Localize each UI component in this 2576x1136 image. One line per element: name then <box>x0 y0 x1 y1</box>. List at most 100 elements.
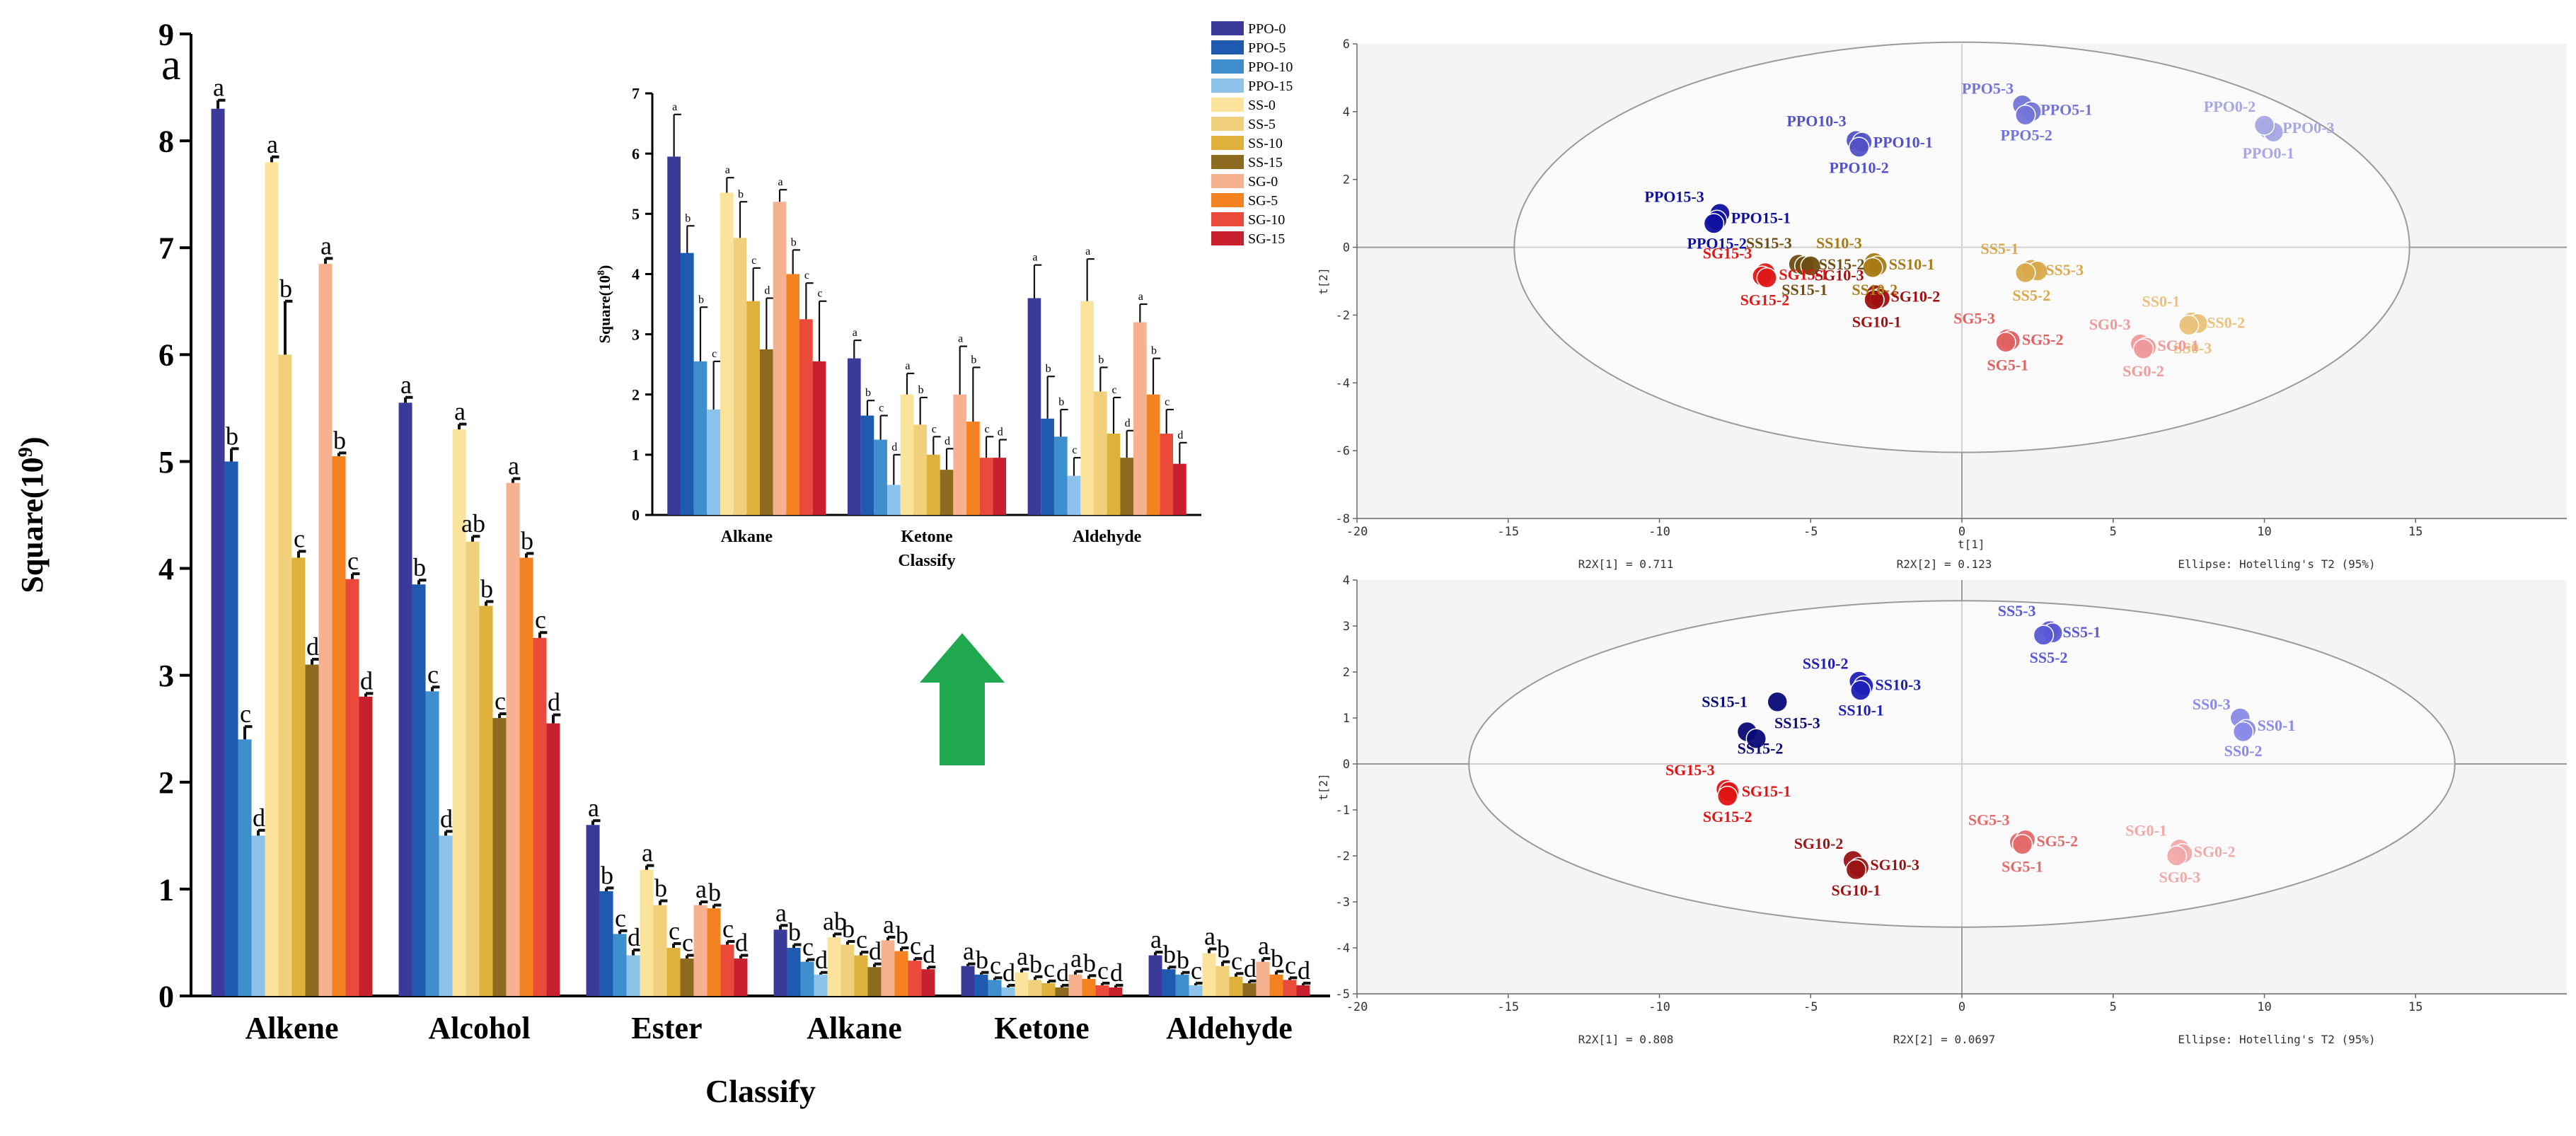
legend-swatch-SG-0 <box>1211 174 1244 188</box>
point-label: SS0-2 <box>2207 313 2245 331</box>
bar-SS-5 <box>733 238 747 515</box>
point-label: SG10-3 <box>1870 856 1919 874</box>
legend-label: SG-10 <box>1248 212 1285 228</box>
significance-letter: d <box>1177 429 1183 441</box>
bar-SG-10 <box>1095 985 1109 996</box>
bar-PPO-5 <box>860 415 874 515</box>
significance-letter: a <box>1138 291 1143 303</box>
score-point-SS-5 <box>2015 262 2036 284</box>
significance-letter: a <box>400 371 412 399</box>
score-point-SG-5 <box>1995 332 2016 353</box>
x-tick-label: 5 <box>2110 525 2117 539</box>
bar-PPO-0 <box>961 966 975 996</box>
legend-label: SG-15 <box>1248 231 1285 247</box>
point-label: SS10-3 <box>1876 676 1922 694</box>
y-tick-label: 2 <box>1343 666 1350 680</box>
y-tick-label: 2 <box>632 386 640 403</box>
point-label: SG15-2 <box>1740 291 1790 309</box>
bar-PPO-5 <box>680 253 694 515</box>
bar-SS-15 <box>492 718 507 996</box>
significance-letter: b <box>842 915 855 943</box>
score-point-PPO-15 <box>1703 213 1725 234</box>
bar-PPO-5 <box>599 891 613 996</box>
bar-SG-5 <box>1146 394 1160 515</box>
legend-label: SG-0 <box>1248 174 1278 190</box>
significance-letter: c <box>495 687 506 715</box>
y-title-tail: ) <box>596 265 613 270</box>
x-tick-label: 15 <box>2408 525 2422 539</box>
bar-PPO-5 <box>787 948 801 996</box>
point-label: SG0-1 <box>2158 337 2200 354</box>
point-label: PPO10-1 <box>1873 134 1933 151</box>
bar-PPO-15 <box>814 974 828 996</box>
y-axis-title: Square(109) <box>15 436 50 593</box>
significance-letter: a <box>963 937 974 966</box>
point-label: PPO10-2 <box>1829 159 1888 177</box>
score-point-SG-10 <box>1845 859 1867 881</box>
score-point-SG-10 <box>1864 289 1885 311</box>
x-axis-title: Classify <box>898 552 955 570</box>
point-label: SG15-1 <box>1742 782 1791 800</box>
point-label: SS5-1 <box>1981 240 2019 257</box>
significance-letter: b <box>971 354 976 366</box>
score-point-SS-15 <box>1767 691 1788 712</box>
y-tick-label: 4 <box>632 265 640 283</box>
bar-SG-0 <box>693 905 707 996</box>
y-tick-label: 2 <box>158 765 174 800</box>
bar-PPO-15 <box>1067 475 1081 515</box>
score-point-SS-0 <box>2232 721 2254 743</box>
point-label: PPO15-3 <box>1644 188 1704 206</box>
legend-swatch-PPO-0 <box>1211 21 1244 35</box>
bar-SS-5 <box>1093 391 1107 515</box>
bar-PPO-10 <box>874 439 887 515</box>
bar-SS-10 <box>746 301 761 515</box>
bar-SG-5 <box>332 456 346 996</box>
x-tick-label: -5 <box>1803 525 1818 539</box>
significance-letter: c <box>1072 444 1077 456</box>
significance-letter: b <box>1177 946 1189 974</box>
bar-PPO-0 <box>586 825 600 996</box>
x-tick-label: -5 <box>1803 1000 1818 1014</box>
point-label: PPO15-2 <box>1687 235 1747 253</box>
point-label: SG10-1 <box>1852 313 1902 331</box>
score-point-SS-15 <box>1800 255 1821 277</box>
point-label: SG5-1 <box>2002 858 2043 876</box>
y-tick-label: 6 <box>158 338 174 373</box>
significance-letter: b <box>788 917 801 946</box>
footer-r2x2: R2X[2] = 0.0697 <box>1893 1033 1996 1046</box>
significance-letter: a <box>454 398 466 426</box>
point-label: SG5-3 <box>1968 811 2010 829</box>
category-label: Alkane <box>807 1011 901 1045</box>
inset-legend: PPO-0 PPO-5 PPO-10 PPO-15 SS-0 SS-5 SS-10 SS-15… <box>1211 21 1293 247</box>
significance-letter: c <box>1111 384 1116 396</box>
significance-letter: b <box>413 553 426 581</box>
bar-PPO-10 <box>425 691 439 996</box>
bar-SS-0 <box>1080 301 1094 515</box>
significance-letter: d <box>1056 958 1069 987</box>
significance-letter: d <box>764 284 770 296</box>
legend-swatch-SS-15 <box>1211 155 1244 169</box>
y-tick-label: 3 <box>632 325 640 343</box>
point-label: SS15-3 <box>1746 234 1792 252</box>
footer-ellipse: Ellipse: Hotelling's T2 (95%) <box>2178 557 2375 571</box>
bar-SS-0 <box>265 162 279 996</box>
significance-letter: a <box>1204 922 1215 951</box>
bar-PPO-10 <box>238 739 252 996</box>
y-axis-title: t[2] <box>1317 773 1330 801</box>
significance-letter: a <box>958 333 963 345</box>
significance-letter: d <box>945 435 950 447</box>
significance-letter: a <box>1070 944 1082 973</box>
legend-label: PPO-10 <box>1248 59 1293 75</box>
bar-SG-15 <box>1109 987 1123 996</box>
y-tick-label: 7 <box>158 231 174 266</box>
legend-label: SG-5 <box>1248 193 1278 209</box>
point-label: SG5-3 <box>1953 309 1995 327</box>
bar-SS-0 <box>827 937 841 996</box>
y-tick-label: -4 <box>1336 376 1350 390</box>
point-label: SS15-2 <box>1819 255 1865 273</box>
significance-letter: a <box>905 360 910 372</box>
category-label: Ketone <box>901 528 953 546</box>
score-point-SS-10 <box>1862 257 1883 279</box>
x-axis-title: Classify <box>705 1073 816 1109</box>
